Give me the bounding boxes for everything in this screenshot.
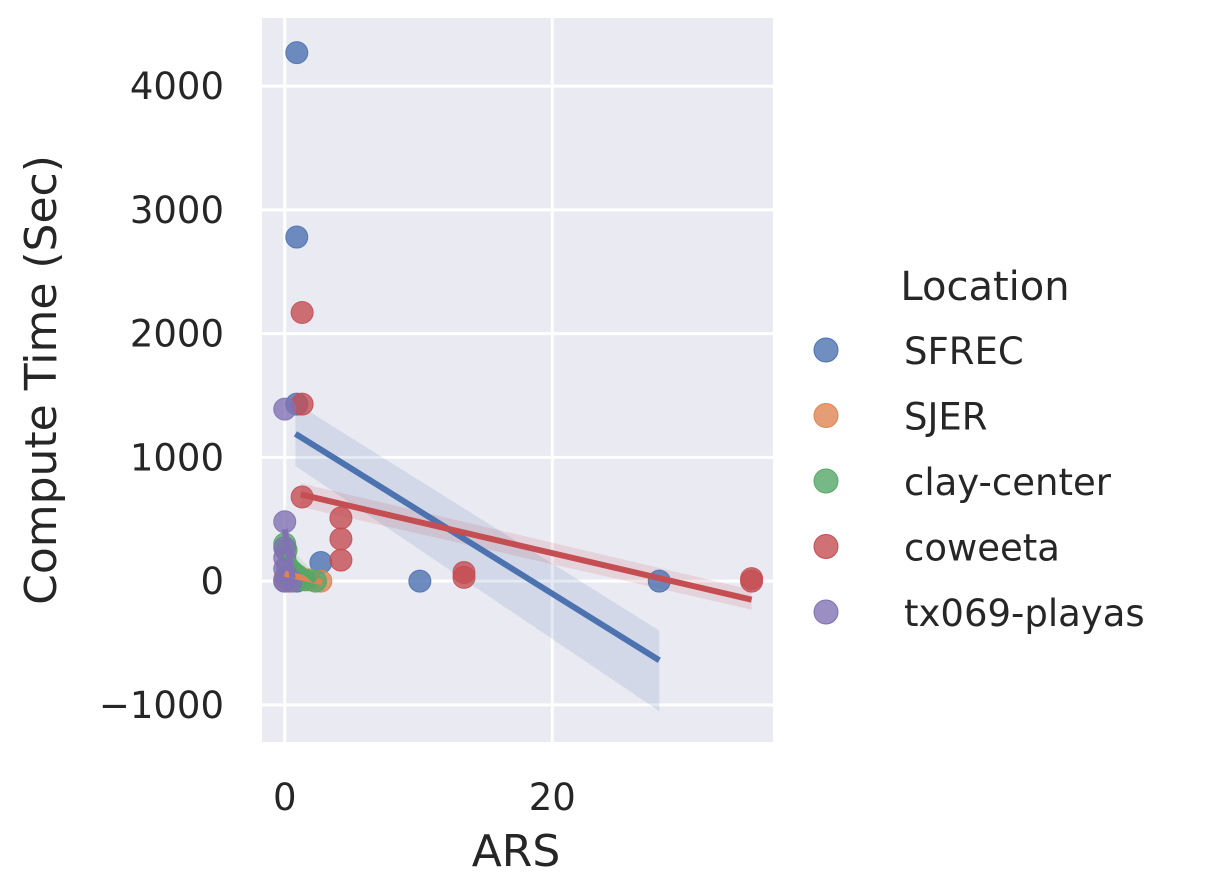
- confidence-band: [295, 402, 660, 712]
- legend-label: SJER: [904, 396, 988, 439]
- grid: [262, 18, 773, 742]
- legend-marker: [813, 337, 839, 363]
- data-point: [408, 569, 432, 593]
- regression-line: [281, 528, 296, 580]
- data-point: [452, 565, 476, 589]
- regression-line: [300, 491, 753, 603]
- data-point: [740, 569, 764, 593]
- data-point: [285, 225, 309, 249]
- legend-marker: [813, 403, 839, 428]
- x-axis-ticks: 0 20: [273, 776, 576, 819]
- legend-item: SFREC: [813, 330, 1024, 373]
- legend-item: clay-center: [813, 461, 1112, 504]
- data-point: [290, 301, 314, 325]
- legend-label: clay-center: [904, 461, 1112, 504]
- x-tick-label: 0: [273, 776, 297, 819]
- x-axis-label: ARS: [472, 826, 561, 877]
- regression-lines: [281, 431, 753, 663]
- legend-label: coweeta: [904, 527, 1060, 570]
- data-point: [329, 506, 353, 530]
- legend-item: coweeta: [813, 527, 1060, 570]
- y-tick-label: 0: [200, 560, 224, 603]
- y-tick-label: 4000: [130, 65, 224, 108]
- legend-label: SFREC: [904, 330, 1024, 373]
- legend-marker: [813, 468, 839, 494]
- legend: Location SFREC SJER clay-center coweeta tx06…: [813, 264, 1145, 635]
- data-point: [329, 548, 353, 572]
- y-axis-label: Compute Time (Sec): [16, 155, 67, 605]
- legend-title: Location: [900, 264, 1069, 310]
- y-tick-label: 1000: [130, 436, 224, 479]
- data-point: [273, 397, 297, 421]
- legend-item: tx069-playas: [813, 592, 1145, 635]
- data-point: [329, 527, 353, 551]
- legend-marker: [813, 534, 839, 559]
- legend-label: tx069-playas: [904, 592, 1145, 635]
- plot-area: [262, 18, 773, 742]
- legend-item: SJER: [813, 396, 988, 439]
- y-tick-label: 2000: [130, 313, 224, 356]
- y-axis-ticks: −1000 0 1000 2000 3000 4000: [99, 65, 224, 727]
- legend-marker: [813, 599, 839, 625]
- data-point: [285, 41, 309, 65]
- x-tick-label: 20: [529, 776, 576, 819]
- y-tick-label: 3000: [130, 189, 224, 232]
- regression-line: [293, 431, 661, 663]
- y-tick-label: −1000: [99, 684, 224, 727]
- plot-background: [262, 18, 773, 742]
